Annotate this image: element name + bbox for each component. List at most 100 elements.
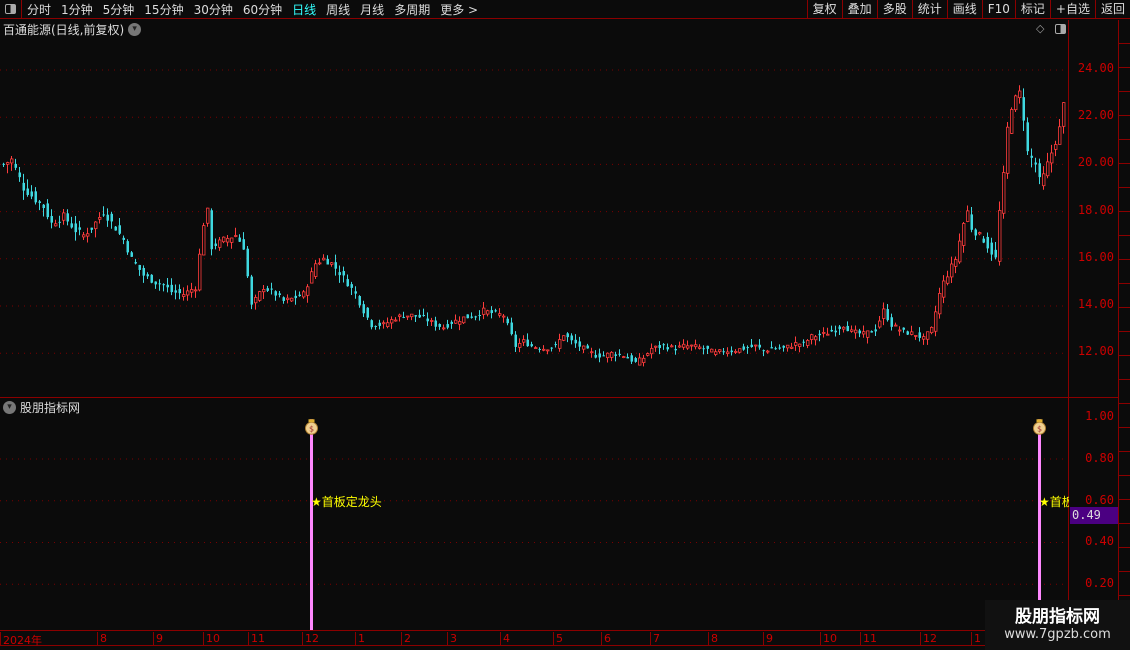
- side-panel-strip[interactable]: [1118, 20, 1130, 650]
- candle-body: [674, 348, 677, 351]
- candle-body: [462, 316, 466, 324]
- layout-toggle-icon[interactable]: [1055, 24, 1066, 34]
- candle-body: [382, 322, 386, 325]
- toolbar-button[interactable]: 返回: [1094, 0, 1130, 19]
- period-tab[interactable]: 多周期: [394, 2, 431, 17]
- candle-body: [114, 226, 117, 231]
- candle-body: [1014, 95, 1018, 111]
- candle-body: [858, 330, 861, 334]
- candle-body: [606, 352, 610, 359]
- candlestick-chart[interactable]: [0, 20, 1069, 397]
- indicator-title-bar: ▾ 股朋指标网: [3, 399, 80, 416]
- candle-body: [694, 344, 698, 348]
- period-tab[interactable]: 15分钟: [144, 2, 184, 17]
- candle-body: [950, 263, 954, 278]
- candle-body: [458, 321, 462, 325]
- candle-body: [130, 252, 133, 257]
- candle-body: [838, 326, 841, 329]
- panel-divider[interactable]: [0, 397, 1118, 398]
- price-tick-label: 20.00: [1077, 155, 1114, 170]
- candle-body: [798, 343, 802, 347]
- candle-body: [814, 336, 818, 341]
- chevron-down-icon[interactable]: ▾: [3, 401, 16, 414]
- candle-body: [602, 355, 605, 357]
- toolbar-button[interactable]: 标记: [1014, 0, 1050, 19]
- candle-body: [654, 345, 658, 348]
- candle-body: [630, 355, 633, 362]
- candle-body: [238, 237, 241, 242]
- candle-body: [286, 297, 290, 300]
- candle-body: [810, 334, 814, 340]
- candle-body: [870, 331, 873, 333]
- time-tick-label: 2024年: [0, 632, 42, 647]
- period-tab[interactable]: 30分钟: [193, 2, 233, 17]
- candle-body: [926, 331, 930, 340]
- candle-body: [734, 351, 738, 353]
- dollar-sign: $: [1037, 424, 1042, 433]
- toolbar-button[interactable]: +自选: [1049, 0, 1095, 19]
- period-tab[interactable]: 5分钟: [102, 2, 135, 17]
- chevron-down-icon[interactable]: ▾: [128, 23, 142, 36]
- candle-body: [1058, 126, 1062, 145]
- time-tick-label: 8: [97, 632, 107, 646]
- candle-body: [334, 262, 337, 269]
- candle-body: [582, 345, 586, 350]
- time-tick-label: 6: [601, 632, 611, 646]
- toolbar-button[interactable]: 统计: [911, 0, 947, 19]
- toolbar-button[interactable]: 画线: [946, 0, 982, 19]
- period-tab[interactable]: 月线: [360, 2, 385, 17]
- toolbar-button[interactable]: F10: [981, 0, 1015, 19]
- period-tab[interactable]: 1分钟: [61, 2, 93, 17]
- candle-body: [222, 236, 226, 243]
- indicator-chart[interactable]: $ $: [0, 398, 1069, 630]
- candle-body: [242, 239, 245, 250]
- candle-body: [26, 188, 29, 195]
- candle-body: [522, 339, 526, 343]
- candle-body: [962, 223, 966, 246]
- candle-body: [150, 274, 153, 283]
- candle-body: [298, 294, 301, 297]
- candle-body: [762, 350, 765, 352]
- candle-body: [910, 331, 914, 335]
- period-tab[interactable]: 更多 >: [440, 2, 479, 17]
- candle-body: [574, 339, 577, 344]
- candle-body: [154, 281, 157, 285]
- period-tab[interactable]: 分时: [27, 2, 52, 17]
- period-tab[interactable]: 60分钟: [242, 2, 283, 17]
- toolbar-button[interactable]: 复权: [806, 0, 842, 19]
- diamond-icon[interactable]: ◇: [1036, 22, 1045, 35]
- candle-body: [974, 229, 977, 236]
- candle-body: [366, 307, 369, 318]
- candle-body: [874, 329, 877, 332]
- candle-body: [6, 162, 10, 165]
- candle-body: [990, 242, 993, 255]
- candle-body: [294, 295, 297, 299]
- candle-body: [662, 344, 665, 346]
- candle-body: [274, 291, 277, 296]
- candle-body: [182, 294, 186, 297]
- candle-body: [374, 326, 377, 328]
- candle-body: [494, 310, 497, 312]
- candle-body: [1030, 155, 1033, 158]
- period-tab[interactable]: 日线: [292, 2, 317, 17]
- candle-body: [610, 351, 614, 358]
- candle-body: [1022, 97, 1025, 121]
- panel-toggle-button[interactable]: [0, 0, 22, 19]
- candle-body: [542, 348, 546, 351]
- candle-body: [70, 223, 73, 228]
- candle-body: [78, 227, 81, 230]
- candle-body: [666, 347, 669, 350]
- candle-body: [566, 333, 569, 338]
- candle-body: [754, 344, 758, 347]
- candle-body: [394, 319, 398, 322]
- toolbar-button[interactable]: 多股: [876, 0, 912, 19]
- candle-body: [438, 324, 441, 327]
- candle-body: [1026, 122, 1029, 152]
- period-tab[interactable]: 周线: [326, 2, 351, 17]
- toolbar-button[interactable]: 叠加: [841, 0, 877, 19]
- candle-body: [530, 344, 533, 347]
- candle-body: [50, 216, 53, 223]
- candle-body: [450, 321, 453, 324]
- time-axis: 2024年 8 9 10 11 12 1 2 3 4 5 6 7 8 9 10 11 12 1: [0, 630, 1118, 647]
- candle-body: [390, 319, 394, 324]
